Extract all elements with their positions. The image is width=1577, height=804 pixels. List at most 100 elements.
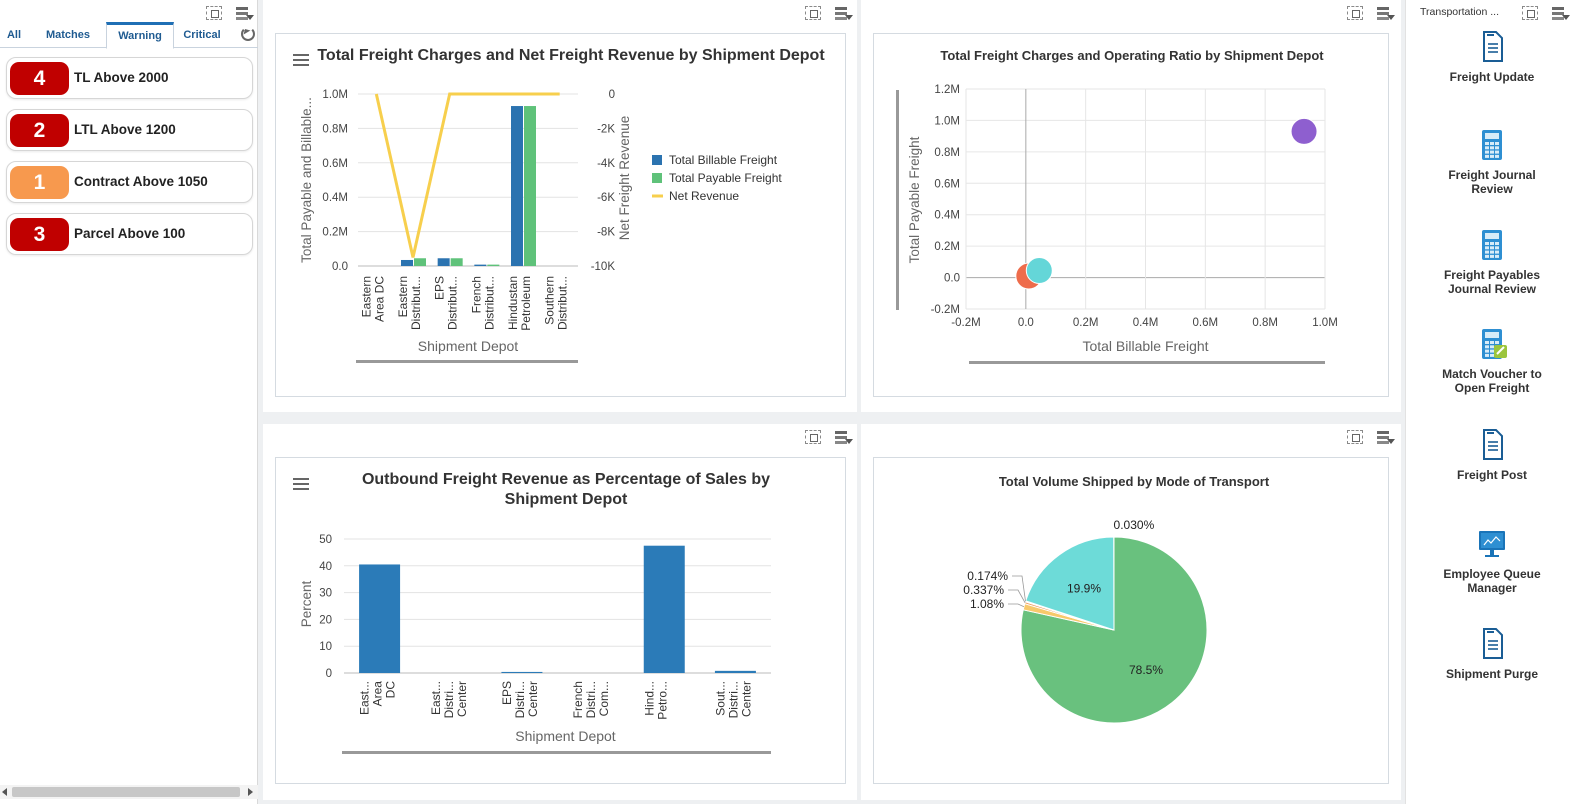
y-tick-label: 50: [319, 534, 332, 546]
series-line[interactable]: [374, 92, 560, 258]
monitor-icon: [1479, 531, 1505, 557]
x-tick-label: 0.0: [1018, 317, 1034, 329]
alert-item[interactable]: 2 LTL Above 1200: [6, 109, 253, 151]
tab-critical[interactable]: Critical: [183, 29, 221, 41]
scroll-left-icon[interactable]: [2, 788, 7, 796]
bar[interactable]: [524, 106, 536, 266]
x-tick-label: EPS: [500, 681, 514, 705]
legend-label[interactable]: Total Payable Freight: [669, 171, 782, 185]
y-tick-label: 0.2M: [322, 227, 348, 239]
pane-menu-icon[interactable]: [835, 430, 853, 444]
app-tile[interactable]: Match Voucher to Open Freight: [1406, 327, 1577, 395]
alert-item[interactable]: 1 Contract Above 1050: [6, 161, 253, 203]
bar[interactable]: [414, 258, 426, 266]
x-tick-label: East...: [429, 681, 443, 715]
app-tile[interactable]: Employee Queue Manager: [1406, 527, 1577, 595]
chart-menu-icon[interactable]: [293, 53, 309, 67]
callout-line: [1008, 589, 1026, 603]
scatter-point[interactable]: [1290, 117, 1318, 145]
x-tick-label: Sout...: [713, 681, 727, 716]
app-tile[interactable]: Freight Journal Review: [1406, 128, 1577, 196]
chart-menu-icon[interactable]: [293, 477, 309, 491]
pane-menu-icon[interactable]: [1377, 430, 1395, 444]
bar[interactable]: [474, 264, 487, 266]
app-tile[interactable]: Freight Payables Journal Review: [1406, 228, 1577, 296]
y2-tick-label: -6K: [597, 192, 615, 204]
x-tick-label: Area: [371, 681, 385, 707]
pane-tools: [805, 427, 853, 447]
y-tick-label: 10: [319, 641, 332, 653]
x-tick-label: Distri...: [584, 681, 598, 718]
maximize-icon[interactable]: [1347, 430, 1363, 444]
maximize-icon[interactable]: [1347, 6, 1363, 20]
maximize-icon[interactable]: [206, 6, 222, 20]
alert-item[interactable]: 4 TL Above 2000: [6, 57, 253, 99]
pie-slice[interactable]: [1025, 536, 1115, 631]
chart-scroll-bar[interactable]: [969, 361, 1325, 364]
bar[interactable]: [359, 564, 401, 673]
x-tick-label: Distri...: [442, 681, 456, 718]
chart-scroll-bar[interactable]: [356, 360, 578, 363]
pane-tools: [1522, 3, 1570, 23]
springboard-title: Transportation ...: [1420, 6, 1499, 18]
app-tile[interactable]: Freight Update: [1406, 30, 1577, 84]
tab-all[interactable]: All: [6, 29, 22, 41]
maximize-icon[interactable]: [1522, 6, 1538, 20]
pane-menu-icon[interactable]: [1377, 6, 1395, 20]
refresh-icon[interactable]: [241, 27, 255, 41]
legend-label[interactable]: Total Billable Freight: [669, 153, 778, 167]
bar[interactable]: [714, 670, 756, 673]
x-tick-label: 1.0M: [1312, 317, 1338, 329]
bar[interactable]: [437, 258, 450, 266]
x-axis-title: Total Billable Freight: [1082, 338, 1208, 354]
x-axis-title: Shipment Depot: [515, 728, 616, 744]
alert-label: TL Above 2000: [74, 70, 169, 85]
y-axis-title: Total Payable and Billable...: [299, 97, 314, 263]
bar[interactable]: [401, 259, 413, 266]
bar[interactable]: [643, 545, 685, 673]
tab-warning[interactable]: Warning: [106, 22, 174, 49]
pane-menu-icon[interactable]: [835, 6, 853, 20]
pane-menu-icon[interactable]: [236, 6, 254, 20]
horizontal-scrollbar[interactable]: [0, 785, 258, 799]
x-tick-label: 0.4M: [1133, 317, 1159, 329]
bar[interactable]: [487, 264, 500, 266]
app-tile[interactable]: Shipment Purge: [1406, 627, 1577, 681]
y-tick-label: 1.0M: [934, 115, 960, 127]
pane-menu-icon[interactable]: [1552, 6, 1570, 20]
y2-tick-label: -10K: [591, 261, 616, 273]
chart-title: Total Volume Shipped by Mode of Transpor…: [998, 474, 1270, 489]
x-tick-label: French: [469, 276, 483, 313]
scrollbar-thumb[interactable]: [12, 787, 240, 797]
x-tick-label: 0.2M: [1073, 317, 1099, 329]
legend-label[interactable]: Net Revenue: [669, 189, 739, 203]
tab-matches[interactable]: Matches: [45, 29, 91, 41]
alert-item[interactable]: 3 Parcel Above 100: [6, 213, 253, 255]
scatter-point[interactable]: [1025, 257, 1053, 284]
slice-label: 1.08%: [970, 597, 1004, 611]
chart-title: Total Freight Charges and Net Freight Re…: [317, 47, 825, 64]
app-tile[interactable]: Freight Post: [1406, 428, 1577, 482]
outbound-revenue-pane: Outbound Freight Revenue as Percentage o…: [263, 424, 857, 800]
chart-scroll-bar[interactable]: [896, 90, 899, 310]
y-tick-label: 1.0M: [322, 89, 348, 101]
volume-shipped-chart: 78.5% 19.9% 0.030% 0.174%0.337%1.08%: [963, 518, 1208, 724]
x-tick-label: Hindustan: [506, 276, 520, 330]
bar[interactable]: [450, 258, 463, 266]
alerts-panel: All Matches Warning Critical 4 TL Above 2…: [0, 0, 258, 804]
bar[interactable]: [501, 671, 543, 673]
maximize-icon[interactable]: [805, 430, 821, 444]
springboard-panel: Transportation ... Freight Update Freight…: [1405, 0, 1577, 804]
pane-tools: [1347, 3, 1395, 23]
bar[interactable]: [511, 106, 523, 266]
x-tick-label: Area DC: [372, 276, 386, 322]
y-tick-label: 0: [326, 668, 332, 680]
y-tick-label: 30: [319, 588, 332, 600]
alert-count-badge: 4: [10, 62, 69, 95]
maximize-icon[interactable]: [805, 6, 821, 20]
alert-label: Parcel Above 100: [74, 226, 186, 241]
y-tick-label: 20: [319, 614, 332, 626]
chart-scroll-bar[interactable]: [342, 751, 771, 754]
app-label: Shipment Purge: [1445, 667, 1538, 681]
scroll-right-icon[interactable]: [248, 788, 253, 796]
